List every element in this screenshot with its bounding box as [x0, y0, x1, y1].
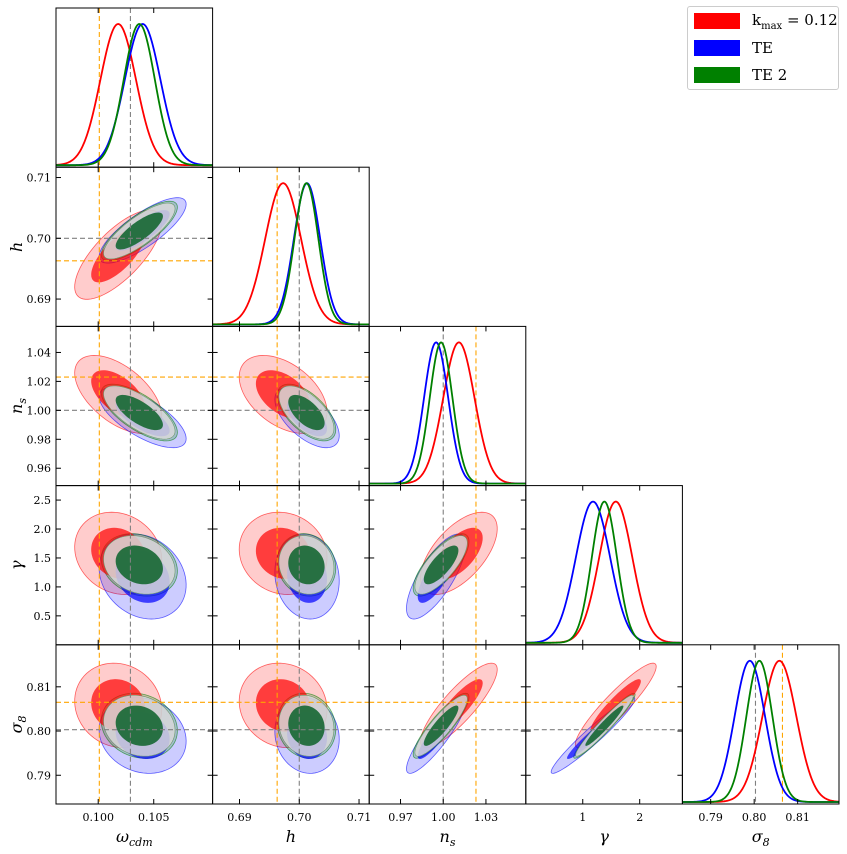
panel-frame — [681, 644, 840, 805]
marginal-curve-te — [525, 500, 683, 644]
marginal-curve-k-max-0-12 — [525, 500, 683, 644]
legend-entry-kmax: kmax = 0.12 — [694, 10, 838, 32]
panel-gamma-omega_cdm: 0.5 1.0 1.5 2.0 2.5 γ — [7, 485, 214, 646]
marginal-curve-te — [682, 659, 839, 803]
panel-gamma-n_s — [368, 485, 527, 646]
legend-entry-te: TE — [694, 38, 773, 58]
y-axis-label-gamma: γ — [7, 560, 26, 570]
panel-n_s-omega_cdm: 0.96 0.98 1.00 1.02 1.04 ns — [7, 325, 214, 487]
y-tick-label: 2.5 — [34, 494, 52, 507]
contour-1sigma-te-2 — [423, 705, 459, 746]
marginal-curve-k-max-0-12 — [56, 23, 213, 167]
panel-h-h — [212, 166, 370, 327]
contour-1sigma-te-2 — [288, 394, 325, 431]
legend-label-kmax: kmax = 0.12 — [752, 10, 838, 32]
marginal-curve-te-2 — [212, 182, 370, 326]
x-axis-label-h: h — [286, 827, 296, 846]
y-tick-label: 0.81 — [27, 681, 52, 694]
y-tick-label: 0.70 — [27, 232, 52, 245]
panel-sigma_8-sigma_8: 0.79 0.80 0.81 σ8 — [681, 644, 840, 849]
contour-1sigma-te-2 — [288, 545, 325, 585]
legend-swatch-red — [694, 13, 740, 29]
marginal-curve-te-2 — [682, 659, 839, 803]
legend-label-te: TE — [752, 39, 773, 57]
y-tick-label: 0.79 — [27, 769, 52, 782]
y-tick-label: 1.00 — [27, 404, 52, 417]
panel-sigma_8-gamma: 1 2 γ — [525, 644, 683, 846]
marginal-curve-k-max-0-12 — [682, 659, 840, 803]
x-tick-label: 0.69 — [227, 811, 252, 824]
marginal-curve-te-2 — [56, 23, 213, 167]
x-tick-label: 0.81 — [785, 811, 810, 824]
legend-swatch-green — [694, 67, 740, 83]
y-tick-label: 1.5 — [34, 552, 52, 565]
panel-sigma_8-h: 0.69 0.70 0.71 h — [212, 644, 372, 846]
marginal-curve-te — [56, 23, 213, 167]
y-axis-label-n_s: ns — [7, 398, 29, 414]
x-tick-label: 0.105 — [138, 811, 170, 824]
panel-h-omega_cdm: 0.69 0.70 0.71 h — [7, 166, 214, 327]
x-tick-label: 1.00 — [431, 811, 456, 824]
x-tick-label: 0.70 — [287, 811, 312, 824]
x-tick-label: 0.100 — [82, 811, 114, 824]
legend-entry-te2: TE 2 — [694, 65, 787, 85]
x-axis-label-n_s: ns — [440, 827, 456, 849]
x-axis-label-omega_cdm: ωcdm — [116, 827, 153, 849]
marginal-curve-te-2 — [525, 500, 683, 644]
y-tick-label: 0.5 — [34, 610, 52, 623]
panel-sigma_8-omega_cdm: 0.100 0.105 0.79 0.80 0.81 ωcdm σ8 — [7, 644, 214, 849]
panel-frame — [212, 166, 370, 327]
x-tick-label: 0.71 — [347, 811, 372, 824]
x-tick-label: 0.80 — [742, 811, 767, 824]
legend-label-te2: TE 2 — [752, 66, 788, 84]
contour-1sigma-te-2 — [423, 545, 459, 585]
panel-n_s-n_s — [368, 325, 527, 487]
y-axis-label-h: h — [7, 242, 26, 252]
panel-gamma-gamma — [525, 485, 683, 646]
x-tick-label: 1 — [579, 811, 586, 824]
panel-omega_cdm-omega_cdm — [55, 7, 214, 168]
y-tick-label: 0.96 — [27, 462, 52, 475]
x-tick-label: 1.03 — [474, 811, 499, 824]
panel-frame — [525, 485, 683, 646]
x-tick-label: 2 — [636, 811, 643, 824]
marginal-curve-te — [212, 182, 370, 326]
y-tick-label: 0.80 — [27, 725, 52, 738]
y-tick-label: 0.69 — [27, 293, 52, 306]
panel-frame — [368, 325, 527, 487]
y-tick-label: 1.0 — [34, 581, 52, 594]
marginal-curve-te-2 — [369, 341, 526, 485]
x-tick-label: 0.79 — [698, 811, 723, 824]
contour-1sigma-te-2 — [585, 705, 624, 746]
x-axis-label-gamma: γ — [599, 827, 609, 846]
panel-n_s-h — [212, 325, 370, 487]
y-tick-label: 0.98 — [27, 433, 52, 446]
contour-1sigma-te-2 — [115, 212, 163, 250]
legend: kmax = 0.12 TE TE 2 — [687, 6, 839, 90]
panel-sigma_8-n_s: 0.97 1.00 1.03 ns — [368, 644, 527, 849]
x-tick-label: 0.97 — [388, 811, 413, 824]
y-tick-label: 0.71 — [27, 172, 52, 185]
contour-1sigma-te-2 — [115, 545, 163, 585]
contour-1sigma-te-2 — [115, 705, 163, 746]
x-axis-label-sigma_8: σ8 — [752, 827, 770, 849]
panel-gamma-h — [212, 485, 370, 646]
contour-1sigma-te-2 — [288, 705, 325, 746]
contour-1sigma-te-2 — [115, 394, 163, 431]
legend-swatch-blue — [694, 40, 740, 56]
y-axis-label-sigma_8: σ8 — [7, 715, 29, 733]
y-tick-label: 1.02 — [27, 375, 52, 388]
y-tick-label: 1.04 — [27, 346, 52, 359]
y-tick-label: 2.0 — [34, 523, 52, 536]
